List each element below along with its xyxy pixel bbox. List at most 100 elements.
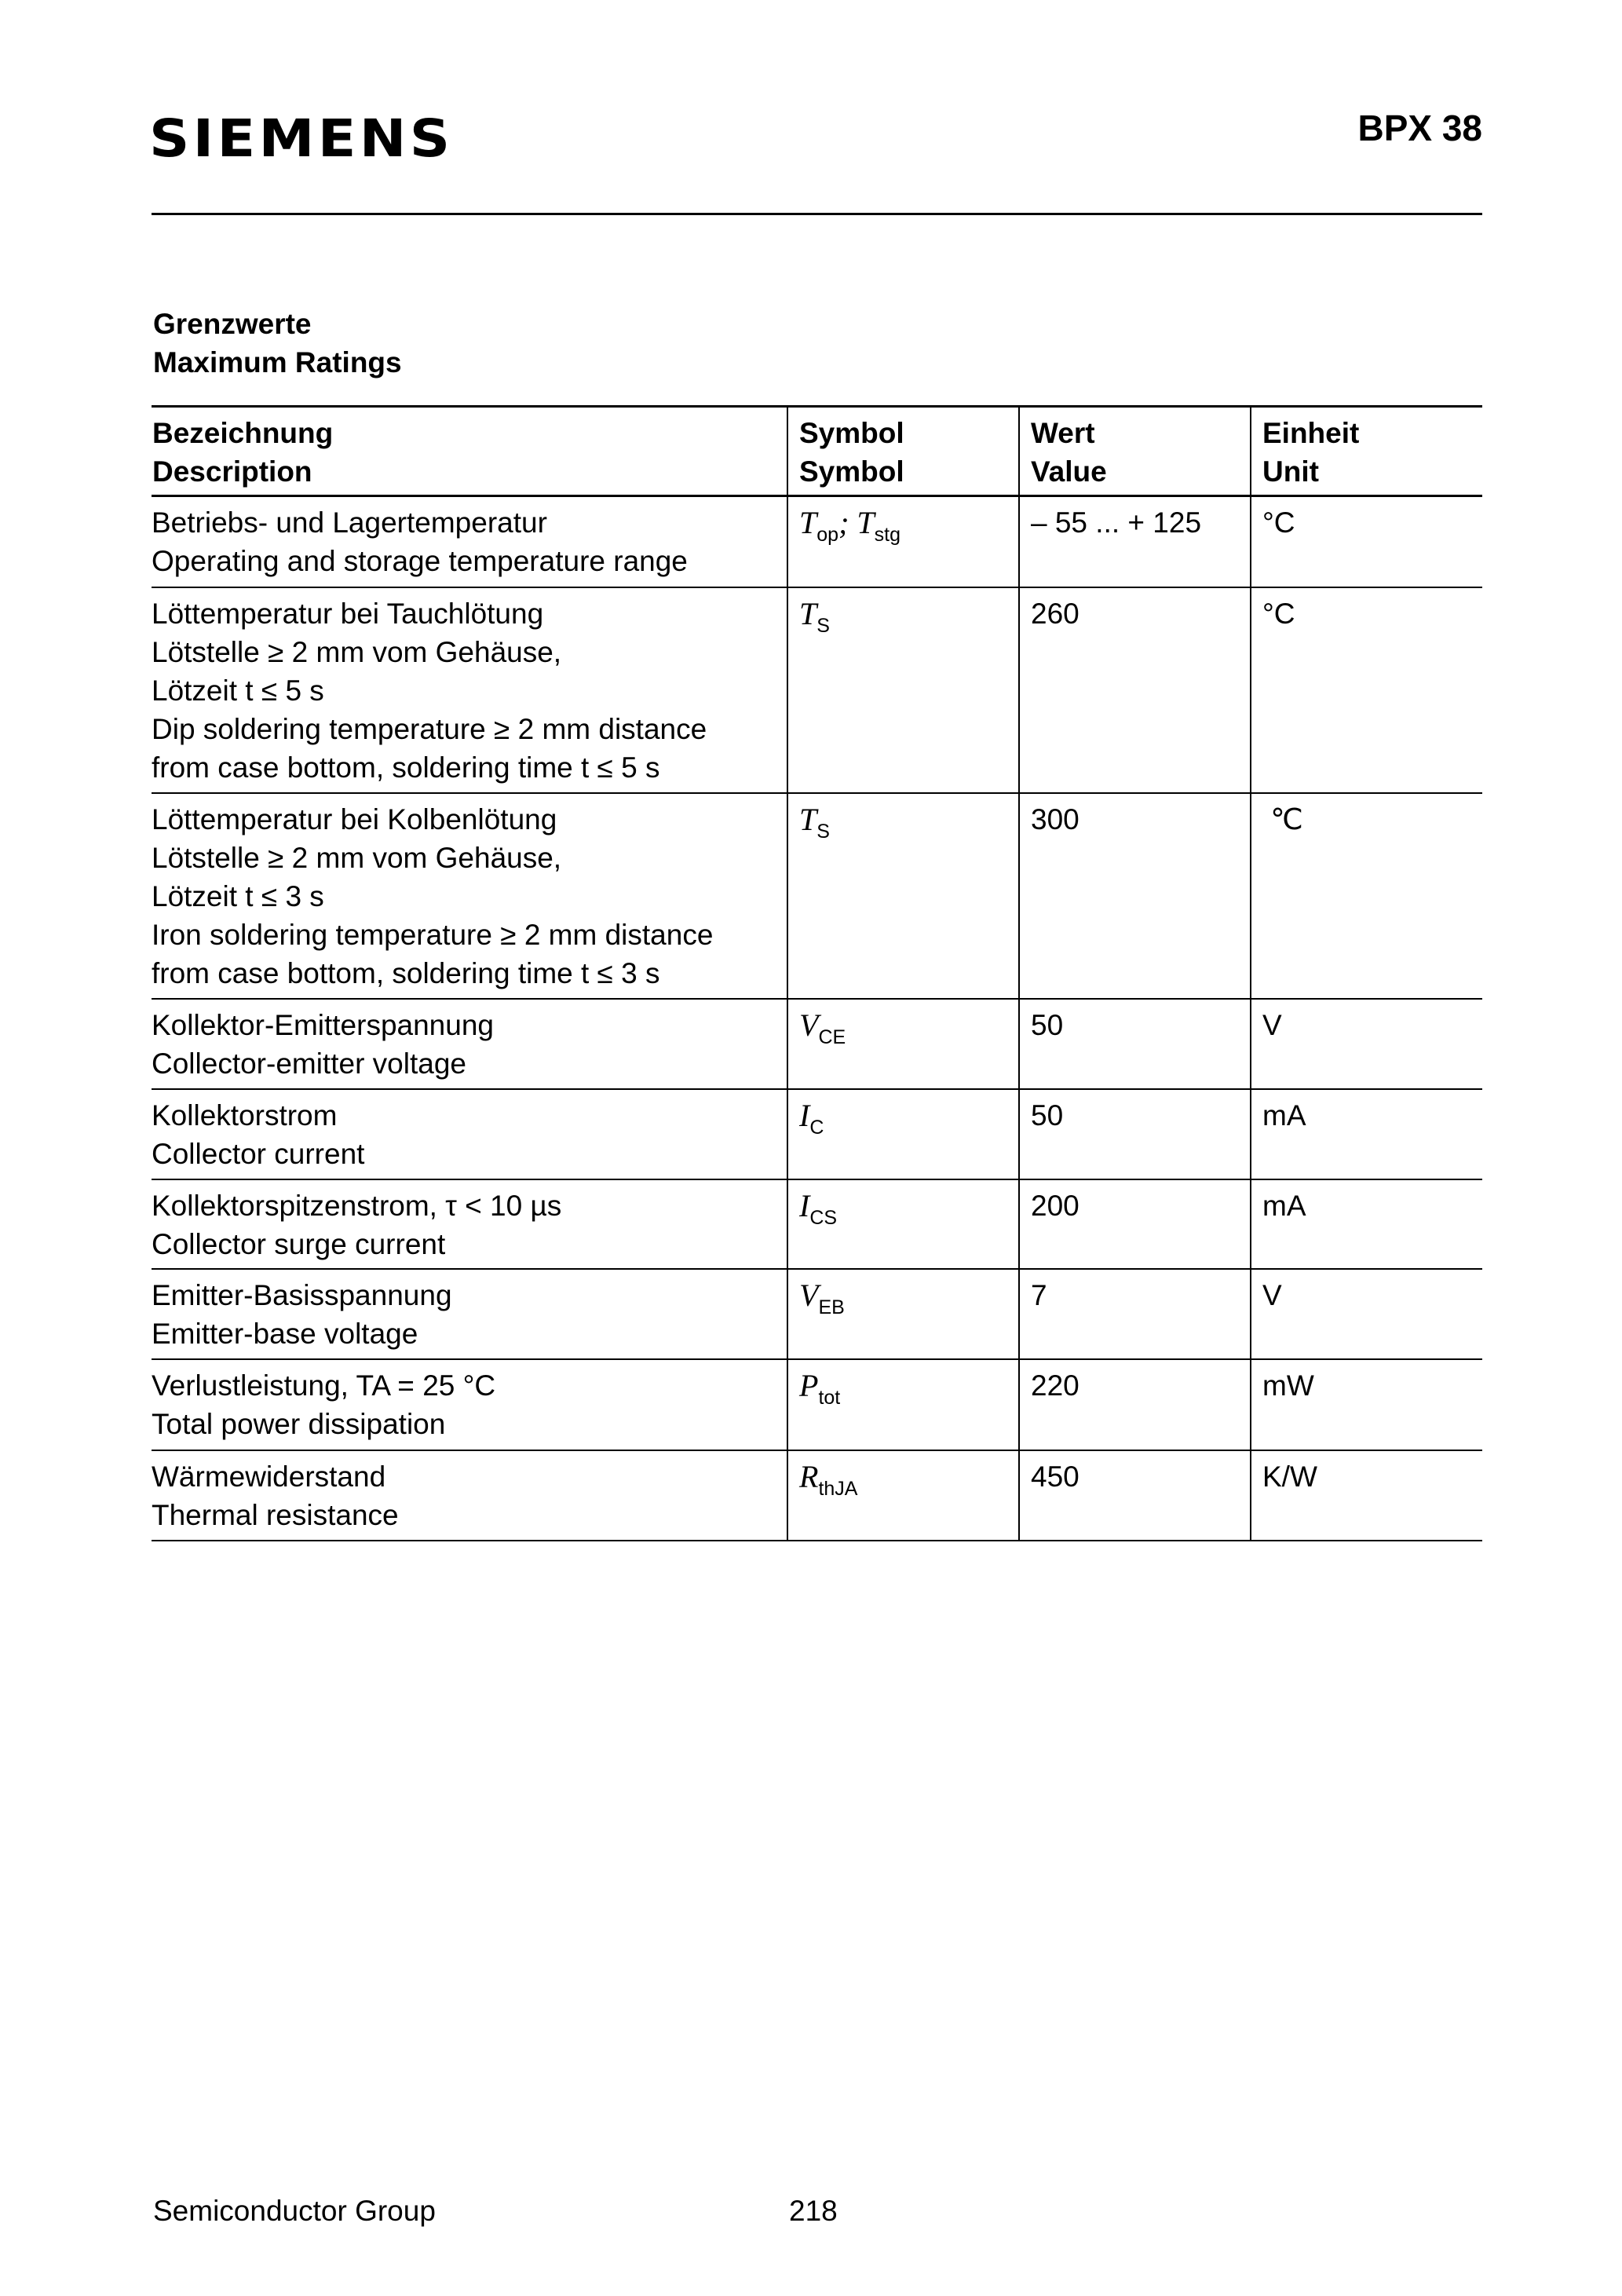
description-line: Emitter-Basisspannung (152, 1278, 452, 1311)
symbol-subscript: C (809, 1116, 824, 1139)
header-label-en: Symbol (799, 455, 904, 488)
cell-unit: ℃ (1250, 792, 1482, 1000)
symbol-main: V (799, 1277, 819, 1313)
header-label-en: Unit (1262, 455, 1319, 488)
symbol-subscript: CE (818, 1026, 846, 1048)
cell-description: Betriebs- und Lagertemperatur Operating a… (152, 495, 787, 588)
table-header-row: Bezeichnung Description Symbol Symbol Wert… (152, 405, 1482, 497)
symbol-main: T (799, 505, 817, 540)
cell-symbol: ICS (787, 1179, 1019, 1270)
cell-value: 50 (1018, 998, 1251, 1090)
table-row: Löttemperatur bei Kolbenlötung Lötstelle … (152, 792, 1482, 1000)
footer-group: Semiconductor Group (153, 2195, 436, 2227)
symbol-subscript: stg (874, 524, 901, 546)
symbol-main: T (799, 801, 817, 837)
description-line: Dip soldering temperature ≥ 2 mm distanc… (152, 712, 707, 745)
symbol-main: I (799, 1097, 810, 1133)
cell-value: 200 (1018, 1179, 1251, 1270)
header-label-de: Wert (1031, 417, 1095, 449)
description-line: Operating and storage temperature range (152, 545, 688, 577)
cell-value: 450 (1018, 1450, 1251, 1541)
cell-unit: mA (1250, 1088, 1482, 1180)
table-row: Verlustleistung, TA = 25 °C Total power d… (152, 1358, 1482, 1451)
symbol-main: V (799, 1007, 819, 1043)
symbol-subscript: S (816, 820, 830, 843)
cell-description: Kollektorstrom Collector current (152, 1088, 787, 1180)
table-row: Betriebs- und Lagertemperatur Operating a… (152, 495, 1482, 588)
description-line: Collector surge current (152, 1227, 446, 1260)
cell-value: 7 (1018, 1268, 1251, 1360)
cell-description: Kollektorspitzenstrom, τ < 10 µs Collecto… (152, 1179, 787, 1270)
cell-symbol: IC (787, 1088, 1019, 1180)
cell-value: 220 (1018, 1358, 1251, 1451)
cell-description: Wärmewiderstand Thermal resistance (152, 1450, 787, 1541)
description-line: Verlustleistung, TA = 25 °C (152, 1369, 496, 1402)
symbol-separator: ; (838, 505, 857, 540)
maximum-ratings-table: Bezeichnung Description Symbol Symbol Wert… (152, 405, 1482, 1541)
cell-description: Verlustleistung, TA = 25 °C Total power d… (152, 1358, 787, 1451)
cell-unit: V (1250, 1268, 1482, 1360)
symbol-main: T (857, 505, 875, 540)
table-row: Kollektorstrom Collector current IC 50 mA (152, 1088, 1482, 1180)
cell-symbol: TS (787, 587, 1019, 794)
description-line: Wärmewiderstand (152, 1460, 386, 1493)
cell-description: Löttemperatur bei Tauchlötung Lötstelle ≥… (152, 587, 787, 794)
cell-symbol: VCE (787, 998, 1019, 1090)
symbol-subscript: thJA (818, 1477, 858, 1500)
header-description: Bezeichnung Description (152, 405, 787, 497)
page-number: 218 (789, 2195, 838, 2227)
description-line: Kollektorstrom (152, 1099, 338, 1132)
cell-unit: °C (1250, 587, 1482, 794)
symbol-subscript: S (816, 614, 830, 637)
header-label-de: Symbol (799, 417, 904, 449)
description-line: from case bottom, soldering time t ≤ 3 s (152, 956, 660, 989)
part-number: BPX 38 (1357, 108, 1482, 148)
cell-unit: mA (1250, 1179, 1482, 1270)
table-row: Kollektorspitzenstrom, τ < 10 µs Collecto… (152, 1179, 1482, 1270)
cell-symbol: Top; Tstg (787, 495, 1019, 588)
symbol-main: T (799, 595, 817, 631)
header-label-de: Einheit (1262, 417, 1360, 449)
cell-symbol: VEB (787, 1268, 1019, 1360)
table-row: Kollektor-Emitterspannung Collector-emitt… (152, 998, 1482, 1090)
header-value: Wert Value (1018, 405, 1251, 497)
cell-unit: V (1250, 998, 1482, 1090)
table-row: Wärmewiderstand Thermal resistance RthJA 45… (152, 1450, 1482, 1541)
description-line: Emitter-base voltage (152, 1317, 418, 1350)
header-divider (152, 213, 1482, 215)
cell-unit: °C (1250, 495, 1482, 588)
description-line: Collector current (152, 1137, 365, 1170)
symbol-main: P (799, 1367, 819, 1403)
header-label-de: Bezeichnung (152, 417, 334, 449)
symbol-main: I (799, 1187, 810, 1223)
cell-symbol: Ptot (787, 1358, 1019, 1451)
symbol-main: R (799, 1458, 819, 1494)
cell-value: – 55 ... + 125 (1018, 495, 1251, 588)
description-line: Kollektorspitzenstrom, τ < 10 µs (152, 1189, 562, 1222)
cell-unit: K/W (1250, 1450, 1482, 1541)
description-line: Lötzeit t ≤ 5 s (152, 674, 324, 707)
description-line: Lötstelle ≥ 2 mm vom Gehäuse, (152, 841, 562, 874)
description-line: Löttemperatur bei Kolbenlötung (152, 803, 557, 835)
table-row: Löttemperatur bei Tauchlötung Lötstelle ≥… (152, 587, 1482, 794)
cell-description: Emitter-Basisspannung Emitter-base voltag… (152, 1268, 787, 1360)
section-title: Grenzwerte Maximum Ratings (153, 305, 402, 382)
description-line: Thermal resistance (152, 1498, 399, 1531)
description-line: Löttemperatur bei Tauchlötung (152, 597, 544, 630)
cell-description: Kollektor-Emitterspannung Collector-emitt… (152, 998, 787, 1090)
header-symbol: Symbol Symbol (787, 405, 1019, 497)
description-line: Lötstelle ≥ 2 mm vom Gehäuse, (152, 635, 562, 668)
description-line: from case bottom, soldering time t ≤ 5 s (152, 751, 660, 784)
cell-description: Löttemperatur bei Kolbenlötung Lötstelle … (152, 792, 787, 1000)
header-label-en: Value (1031, 455, 1107, 488)
cell-symbol: TS (787, 792, 1019, 1000)
cell-value: 50 (1018, 1088, 1251, 1180)
symbol-subscript: CS (809, 1206, 838, 1229)
cell-symbol: RthJA (787, 1450, 1019, 1541)
symbol-subscript: EB (818, 1296, 845, 1318)
cell-value: 260 (1018, 587, 1251, 794)
section-title-en: Maximum Ratings (153, 346, 402, 378)
description-line: Collector-emitter voltage (152, 1047, 466, 1080)
description-line: Total power dissipation (152, 1407, 446, 1440)
section-title-de: Grenzwerte (153, 308, 312, 340)
